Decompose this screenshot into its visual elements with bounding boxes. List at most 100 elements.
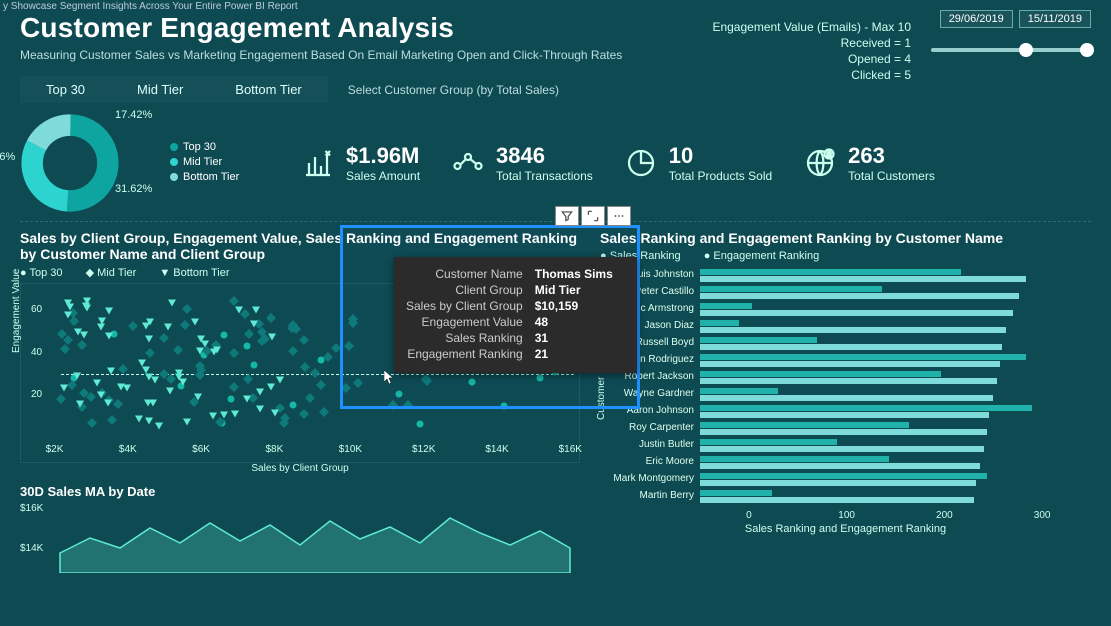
bar-row[interactable]: Justin Rodriguez bbox=[600, 351, 1091, 368]
scatter-point[interactable] bbox=[227, 395, 234, 402]
slider-thumb-start[interactable] bbox=[1019, 43, 1033, 57]
scatter-point[interactable] bbox=[231, 298, 238, 305]
scatter-point[interactable] bbox=[64, 312, 72, 319]
scatter-point[interactable] bbox=[312, 369, 319, 376]
scatter-point[interactable] bbox=[70, 318, 77, 325]
bar-row[interactable]: Mark Montgomery bbox=[600, 470, 1091, 487]
area-chart[interactable]: $16K $14K bbox=[20, 503, 580, 573]
scatter-point[interactable] bbox=[235, 306, 243, 313]
scatter-point[interactable] bbox=[324, 354, 331, 361]
scatter-point[interactable] bbox=[145, 336, 153, 343]
donut-chart[interactable]: 50.96% 17.42% 31.62% Top 30 Mid Tier Bot… bbox=[20, 113, 270, 213]
scatter-point[interactable] bbox=[267, 384, 275, 391]
scatter-point[interactable] bbox=[79, 342, 86, 349]
scatter-point[interactable] bbox=[146, 319, 154, 326]
scatter-point[interactable] bbox=[197, 366, 204, 373]
scatter-point[interactable] bbox=[97, 392, 105, 399]
scatter-point[interactable] bbox=[196, 347, 204, 354]
scatter-point[interactable] bbox=[320, 408, 327, 415]
scatter-point[interactable] bbox=[104, 399, 112, 406]
scatter-point[interactable] bbox=[164, 324, 172, 331]
scatter-point[interactable] bbox=[130, 322, 137, 329]
scatter-point[interactable] bbox=[64, 336, 71, 343]
scatter-point[interactable] bbox=[117, 384, 125, 391]
scatter-point[interactable] bbox=[107, 367, 115, 374]
scatter-point[interactable] bbox=[151, 377, 159, 384]
bar-row[interactable]: Russell Boyd bbox=[600, 334, 1091, 351]
scatter-point[interactable] bbox=[145, 418, 153, 425]
scatter-point[interactable] bbox=[301, 410, 308, 417]
scatter-point[interactable] bbox=[301, 364, 308, 371]
scatter-point[interactable] bbox=[135, 415, 143, 422]
scatter-point[interactable] bbox=[166, 387, 174, 394]
scatter-point[interactable] bbox=[191, 319, 199, 326]
scatter-point[interactable] bbox=[209, 413, 217, 420]
scatter-point[interactable] bbox=[76, 401, 84, 408]
scatter-point[interactable] bbox=[109, 417, 116, 424]
bar-row[interactable]: Eric Moore bbox=[600, 453, 1091, 470]
bar-chart[interactable]: Customer Name Louis JohnstonPeter Castil… bbox=[600, 266, 1091, 546]
scatter-point[interactable] bbox=[203, 348, 210, 355]
scatter-point[interactable] bbox=[267, 314, 274, 321]
scatter-point[interactable] bbox=[69, 382, 76, 389]
scatter-point[interactable] bbox=[60, 384, 68, 391]
scatter-point[interactable] bbox=[289, 321, 296, 328]
bar-row[interactable]: Jason Diaz bbox=[600, 317, 1091, 334]
scatter-point[interactable] bbox=[58, 395, 65, 402]
scatter-point[interactable] bbox=[105, 308, 113, 315]
scatter-point[interactable] bbox=[64, 300, 72, 307]
scatter-point[interactable] bbox=[251, 362, 258, 369]
scatter-point[interactable] bbox=[276, 377, 284, 384]
scatter-point[interactable] bbox=[82, 302, 90, 309]
tab-midtier[interactable]: Mid Tier bbox=[111, 76, 209, 103]
scatter-point[interactable] bbox=[271, 410, 279, 417]
scatter-point[interactable] bbox=[246, 330, 253, 337]
scatter-point[interactable] bbox=[161, 335, 168, 342]
scatter-point[interactable] bbox=[194, 394, 202, 401]
date-from-input[interactable]: 29/06/2019 bbox=[940, 10, 1013, 28]
bar-row[interactable]: Justin Butler bbox=[600, 436, 1091, 453]
filter-icon-button[interactable] bbox=[555, 206, 579, 226]
scatter-point[interactable] bbox=[168, 299, 176, 306]
scatter-point[interactable] bbox=[245, 376, 252, 383]
tab-bottomtier[interactable]: Bottom Tier bbox=[209, 76, 327, 103]
scatter-point[interactable] bbox=[281, 419, 288, 426]
scatter-point[interactable] bbox=[115, 400, 122, 407]
bar-row[interactable]: Martin Berry bbox=[600, 487, 1091, 504]
bar-row[interactable]: Wayne Gardner bbox=[600, 385, 1091, 402]
scatter-point[interactable] bbox=[333, 344, 340, 351]
more-options-button[interactable] bbox=[607, 206, 631, 226]
scatter-point[interactable] bbox=[416, 421, 423, 428]
scatter-point[interactable] bbox=[220, 331, 227, 338]
scatter-point[interactable] bbox=[88, 394, 95, 401]
scatter-point[interactable] bbox=[220, 412, 228, 419]
scatter-point[interactable] bbox=[231, 384, 238, 391]
scatter-point[interactable] bbox=[259, 329, 266, 336]
tab-top30[interactable]: Top 30 bbox=[20, 76, 111, 103]
scatter-point[interactable] bbox=[105, 332, 113, 339]
scatter-point[interactable] bbox=[250, 320, 258, 327]
scatter-point[interactable] bbox=[89, 420, 96, 427]
scatter-point[interactable] bbox=[243, 342, 250, 349]
scatter-point[interactable] bbox=[289, 347, 296, 354]
scatter-point[interactable] bbox=[306, 395, 313, 402]
scatter-point[interactable] bbox=[120, 365, 127, 372]
scatter-point[interactable] bbox=[217, 418, 224, 425]
scatter-point[interactable] bbox=[230, 349, 237, 356]
scatter-point[interactable] bbox=[97, 324, 105, 331]
scatter-point[interactable] bbox=[268, 333, 276, 340]
scatter-point[interactable] bbox=[73, 373, 81, 380]
scatter-point[interactable] bbox=[290, 401, 297, 408]
bar-row[interactable]: Peter Castillo bbox=[600, 283, 1091, 300]
bar-row[interactable]: Robert Jackson bbox=[600, 368, 1091, 385]
bar-row[interactable]: Aaron Johnson bbox=[600, 402, 1091, 419]
scatter-point[interactable] bbox=[175, 370, 183, 377]
bar-row[interactable]: Louis Johnston bbox=[600, 266, 1091, 283]
scatter-point[interactable] bbox=[256, 388, 264, 395]
scatter-point[interactable] bbox=[183, 418, 191, 425]
date-to-input[interactable]: 15/11/2019 bbox=[1019, 10, 1091, 28]
scatter-point[interactable] bbox=[142, 366, 150, 373]
scatter-point[interactable] bbox=[184, 305, 191, 312]
scatter-point[interactable] bbox=[300, 337, 307, 344]
scatter-point[interactable] bbox=[81, 390, 88, 397]
